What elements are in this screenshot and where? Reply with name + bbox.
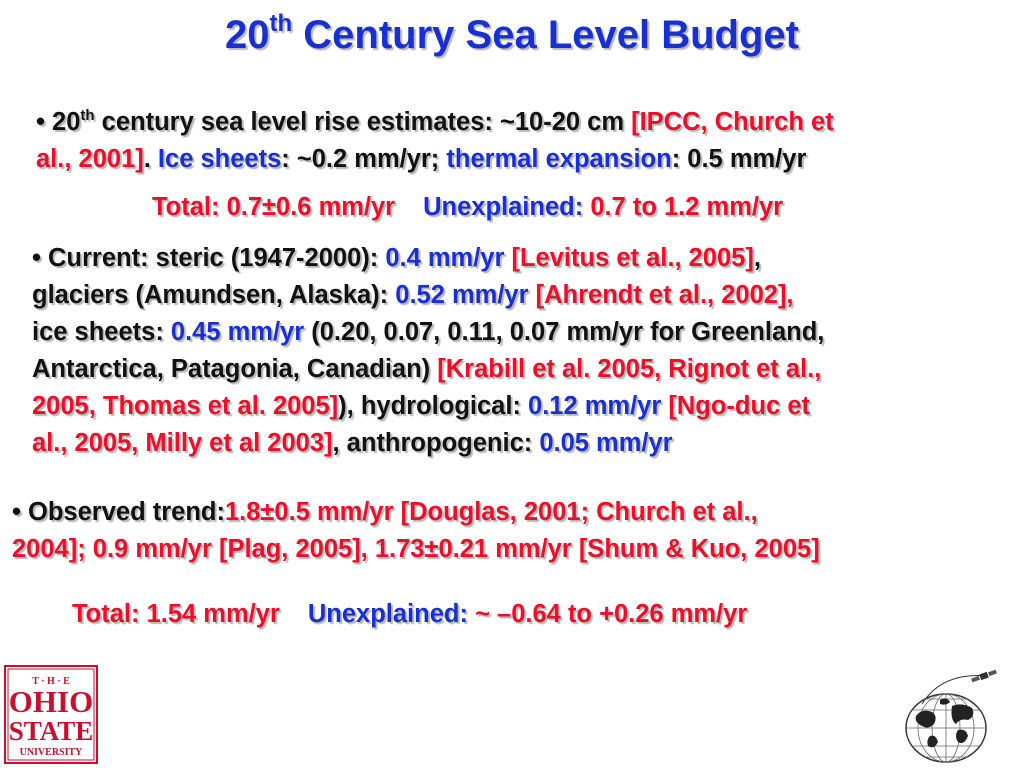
ice-sheets-label: Ice sheets bbox=[157, 145, 282, 173]
total-value: Total: 0.7±0.6 mm/yr bbox=[152, 193, 396, 221]
svg-text:T · H · E: T · H · E bbox=[32, 676, 70, 687]
svg-text:STATE: STATE bbox=[9, 716, 94, 746]
unexplained-label: Unexplained: bbox=[423, 193, 584, 221]
current-bullet: • Current: steric (1947-2000): 0.4 mm/yr… bbox=[32, 244, 825, 457]
estimates-line-2: al., 2001]. Ice sheets: ~0.2 mm/yr; ther… bbox=[36, 145, 807, 173]
title-base: 20 bbox=[225, 13, 270, 57]
total-value: Total: 1.54 mm/yr bbox=[72, 600, 280, 628]
title-rest: Century Sea Level Budget bbox=[292, 13, 799, 57]
unexplained-value: ~ –0.64 to +0.26 mm/yr bbox=[467, 600, 748, 628]
title-superscript: th bbox=[269, 10, 293, 37]
page-title: 20th Century Sea Level Budget bbox=[0, 10, 1024, 58]
estimates-bullet: • 20th century sea level rise estimates:… bbox=[36, 97, 834, 178]
svg-text:OHIO: OHIO bbox=[9, 684, 93, 719]
ipcc-reference: [IPCC, Church et bbox=[631, 108, 834, 136]
unexplained-label: Unexplained: bbox=[307, 600, 468, 628]
estimates-line-1: • 20th century sea level rise estimates:… bbox=[36, 107, 834, 136]
globe-satellite-icon bbox=[905, 669, 997, 763]
thermal-expansion-label: thermal expansion bbox=[446, 145, 672, 173]
total-summary-2: Total: 1.54 mm/yr Unexplained: ~ –0.64 to… bbox=[72, 598, 747, 630]
unexplained-value: 0.7 to 1.2 mm/yr bbox=[583, 193, 784, 221]
observed-trend-bullet: • Observed trend:1.8±0.5 mm/yr [Douglas,… bbox=[12, 498, 820, 563]
svg-text:UNIVERSITY: UNIVERSITY bbox=[20, 747, 84, 758]
ohio-state-logo: T · H · E OHIO STATE UNIVERSITY bbox=[4, 665, 98, 764]
total-summary-1: Total: 0.7±0.6 mm/yr Unexplained: 0.7 to … bbox=[152, 191, 783, 223]
